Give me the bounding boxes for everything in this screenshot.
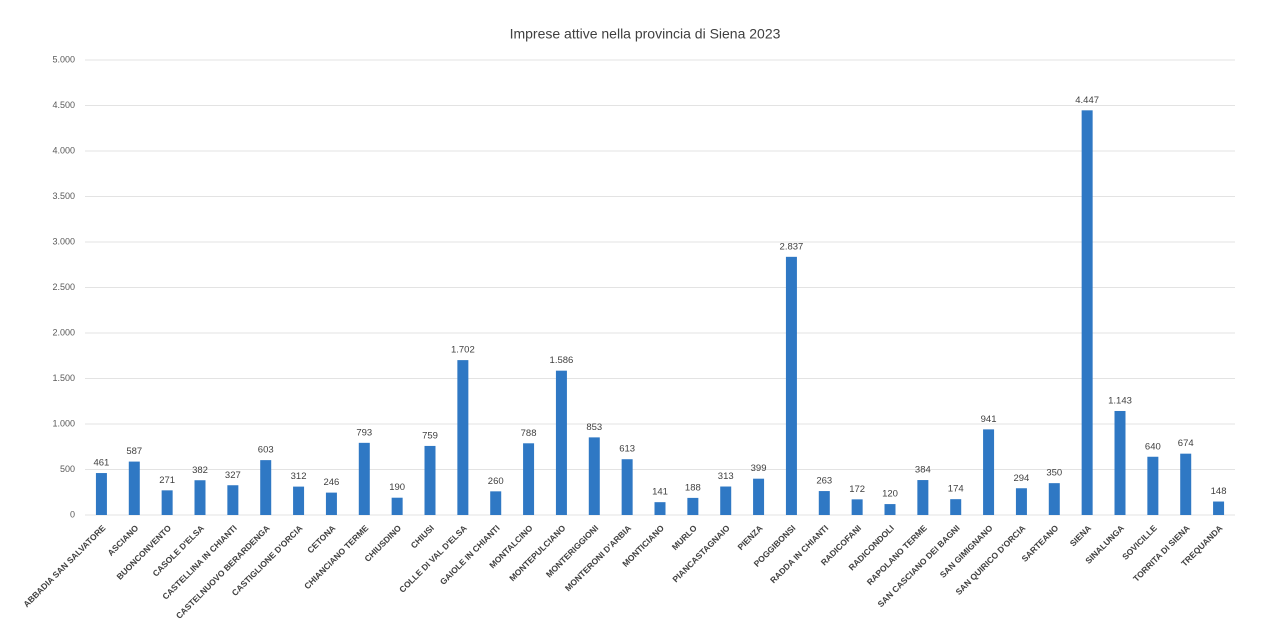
value-label: 246 xyxy=(323,477,339,488)
x-tick-label: CETONA xyxy=(305,523,337,555)
value-label: 294 xyxy=(1013,473,1029,484)
x-tick-label: CHIUSI xyxy=(409,523,436,550)
x-tick-label: MURLO xyxy=(670,523,699,552)
y-tick-label: 0 xyxy=(70,509,75,519)
bar xyxy=(654,502,666,515)
bar xyxy=(424,445,436,515)
value-label: 327 xyxy=(225,470,241,481)
bar xyxy=(851,499,863,515)
bar xyxy=(128,461,140,515)
bar xyxy=(1048,483,1060,515)
value-label: 190 xyxy=(389,482,405,493)
value-label: 941 xyxy=(981,414,997,425)
value-label: 382 xyxy=(192,465,208,476)
value-label: 271 xyxy=(159,475,175,486)
value-label: 640 xyxy=(1145,441,1161,452)
bar xyxy=(490,491,502,515)
value-label: 120 xyxy=(882,489,898,500)
bar xyxy=(950,499,962,515)
x-tick-label: ABBADIA SAN SALVATORE xyxy=(21,523,107,609)
value-label: 2.837 xyxy=(780,241,804,252)
y-tick-label: 3.000 xyxy=(52,236,75,246)
bar xyxy=(621,459,633,515)
value-label: 260 xyxy=(488,476,504,487)
y-tick-label: 4.000 xyxy=(52,145,75,155)
value-label: 587 xyxy=(126,446,142,457)
value-label: 313 xyxy=(718,471,734,482)
bar xyxy=(227,485,239,515)
y-tick-label: 5.000 xyxy=(52,54,75,64)
bar xyxy=(720,486,732,515)
chart-title: Imprese attive nella provincia di Siena … xyxy=(510,26,781,42)
bar xyxy=(687,497,699,515)
value-label: 674 xyxy=(1178,438,1194,449)
y-tick-label: 2.000 xyxy=(52,327,75,337)
y-tick-label: 4.500 xyxy=(52,100,75,110)
bar xyxy=(95,473,107,515)
bar xyxy=(523,443,535,515)
bar xyxy=(1147,456,1159,515)
bar xyxy=(161,490,173,515)
value-label: 4.447 xyxy=(1075,95,1099,106)
bar xyxy=(1114,410,1126,515)
x-tick-label: RADDA IN CHIANTI xyxy=(768,523,830,585)
x-tick-label: SIENA xyxy=(1068,523,1093,548)
value-label: 1.586 xyxy=(550,355,574,366)
value-label: 1.702 xyxy=(451,345,475,356)
x-tick-label: PIANCASTAGNAIO xyxy=(670,523,732,585)
y-tick-label: 1.000 xyxy=(52,418,75,428)
bar xyxy=(260,460,272,515)
bar xyxy=(884,504,896,515)
x-tick-label: MONTEPULCIANO xyxy=(507,523,567,583)
bar xyxy=(818,491,830,515)
value-label: 384 xyxy=(915,465,931,476)
y-tick-label: 1.500 xyxy=(52,373,75,383)
value-label: 263 xyxy=(816,476,832,487)
value-label: 793 xyxy=(356,427,372,438)
value-label: 174 xyxy=(948,484,964,495)
value-label: 788 xyxy=(521,428,537,439)
value-label: 1.143 xyxy=(1108,396,1132,407)
y-tick-label: 3.500 xyxy=(52,191,75,201)
value-label: 399 xyxy=(751,463,767,474)
bar xyxy=(917,480,929,515)
value-label: 853 xyxy=(586,422,602,433)
bar xyxy=(785,256,797,515)
bar xyxy=(555,370,567,515)
bar xyxy=(293,486,305,515)
bar xyxy=(1015,488,1027,515)
bar xyxy=(194,480,206,515)
bar xyxy=(1213,501,1225,515)
value-label: 759 xyxy=(422,430,438,441)
bar xyxy=(358,442,370,515)
value-label: 461 xyxy=(93,458,109,469)
value-label: 312 xyxy=(291,471,307,482)
y-tick-label: 500 xyxy=(60,464,75,474)
value-label: 148 xyxy=(1211,486,1227,497)
x-tick-label: GAIOLE IN CHIANTI xyxy=(438,523,502,587)
value-label: 141 xyxy=(652,487,668,498)
value-label: 613 xyxy=(619,444,635,455)
x-tick-label: PIENZA xyxy=(735,523,764,552)
x-tick-label: CHIANCIANO TERME xyxy=(302,523,370,591)
bar xyxy=(1180,453,1192,515)
x-tick-label: RAPOLANO TERME xyxy=(865,523,929,587)
x-tick-label: TORRITA DI SIENA xyxy=(1131,523,1192,584)
bar xyxy=(457,360,469,515)
value-label: 350 xyxy=(1046,468,1062,479)
bar xyxy=(325,492,337,515)
bar xyxy=(983,429,995,515)
bar xyxy=(391,497,403,515)
value-label: 172 xyxy=(849,484,865,495)
value-label: 603 xyxy=(258,445,274,456)
y-tick-label: 2.500 xyxy=(52,282,75,292)
value-label: 188 xyxy=(685,482,701,493)
bar xyxy=(588,437,600,515)
bar xyxy=(753,478,765,515)
bar xyxy=(1081,110,1093,515)
